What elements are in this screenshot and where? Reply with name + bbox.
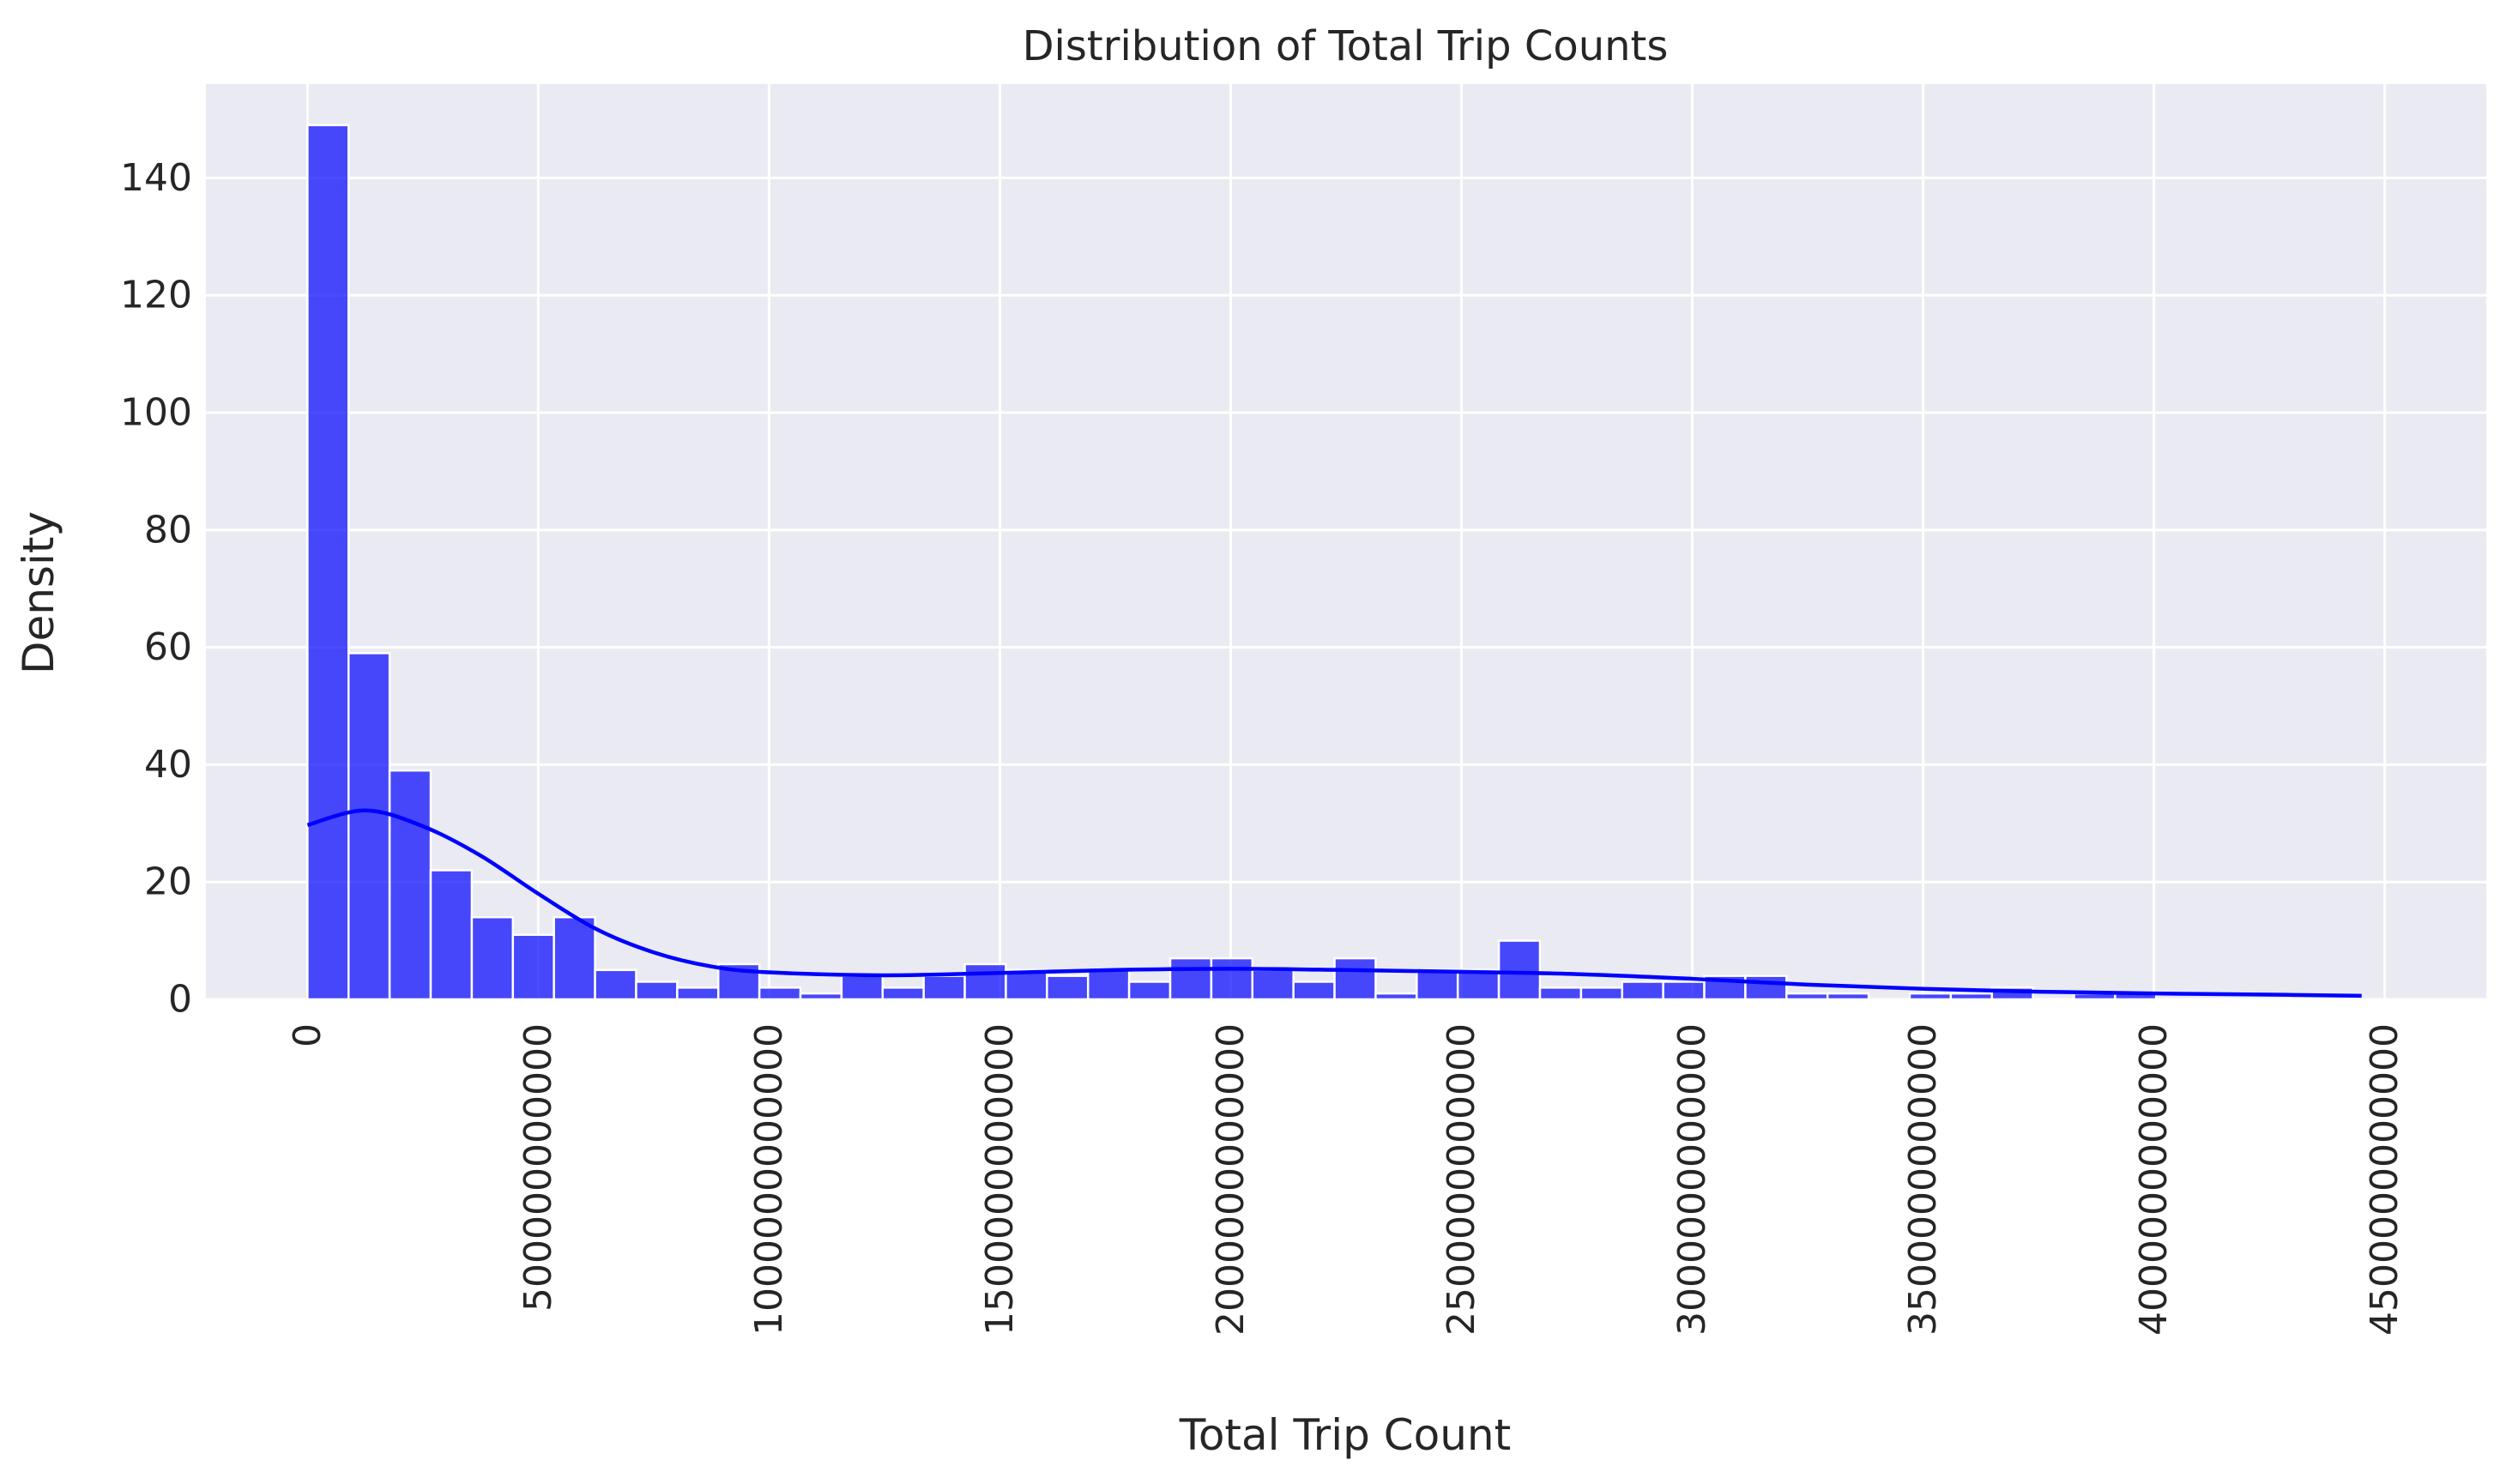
histogram-bar [1251,968,1295,1001]
histogram-bar [1374,992,1418,1001]
x-tick-label: 2500000000000 [1440,1023,1483,1336]
kde-line [306,808,2362,998]
histogram-bar [840,974,885,1001]
histogram-bar [1497,939,1542,1001]
histogram-bar [1046,974,1090,1001]
y-tick-label: 80 [144,508,192,552]
histogram-bar [511,933,555,1001]
y-tick-label: 60 [144,625,192,669]
histogram-bar [1949,992,1993,1001]
chart-title: Distribution of Total Trip Counts [1023,22,1669,70]
y-tick-label: 40 [144,743,192,787]
histogram-bar [1086,968,1131,1001]
histogram-bar [388,769,432,1001]
histogram-bar [676,986,720,1001]
histogram-bar [1168,956,1213,1001]
histogram-bar [1621,980,1664,1001]
histogram-bar [1826,992,1870,1001]
histogram-bar [429,869,474,1001]
x-tick-label: 1000000000000 [747,1023,791,1336]
histogram-bar [347,652,391,1001]
histogram-bar [1785,992,1829,1001]
x-tick-label: 4500000000000 [2363,1023,2406,1336]
histogram-bar [470,915,515,1001]
histogram-bar [1538,986,1583,1001]
x-tick-label: 1500000000000 [978,1023,1022,1336]
x-tick-label: 2000000000000 [1209,1023,1253,1336]
histogram-bars [306,124,2158,1001]
histogram-bar [1416,968,1459,1001]
histogram-bar [1210,956,1254,1001]
histogram-bar [553,915,596,1001]
histogram-bar [1456,968,1501,1001]
histogram-bar [1292,980,1336,1001]
y-tick-label: 100 [120,391,192,435]
x-tick-label: 4000000000000 [2132,1023,2176,1336]
x-tick-label: 3000000000000 [1670,1023,1714,1336]
y-tick-label: 140 [120,156,192,200]
histogram-bar [922,974,966,1001]
y-tick-label: 0 [168,978,192,1022]
histogram-bar [1127,980,1172,1001]
x-tick-labels: 0 500000000000 1000000000000 1500000000000 2… [286,1023,2406,1336]
x-tick-label: 0 [286,1023,329,1047]
histogram-bar [635,980,679,1001]
kde-curve-group [306,808,2362,998]
histogram-bar [1333,956,1377,1001]
y-tick-label: 120 [120,274,192,317]
histogram-bar [1005,968,1048,1001]
histogram-bar [306,124,350,1001]
y-tick-label: 20 [144,860,192,904]
histogram-bar [881,986,925,1001]
plot-background [206,84,2486,999]
y-axis-label: Density [14,511,63,674]
histogram-bar [963,962,1007,1001]
histogram-bar [758,986,802,1001]
histogram-bar [1662,980,1706,1001]
x-tick-label: 3500000000000 [1901,1023,1945,1336]
histogram-bar [799,992,843,1001]
y-tick-labels: 0 20 40 60 80 100 120 140 [120,156,192,1022]
histogram-bar [1579,986,1624,1001]
x-tick-label: 500000000000 [516,1023,560,1312]
histogram-bar [1744,974,1788,1001]
histogram-bar [594,968,637,1001]
histogram-bar [1908,992,1953,1001]
x-axis-label: Total Trip Count [1179,1410,1511,1460]
